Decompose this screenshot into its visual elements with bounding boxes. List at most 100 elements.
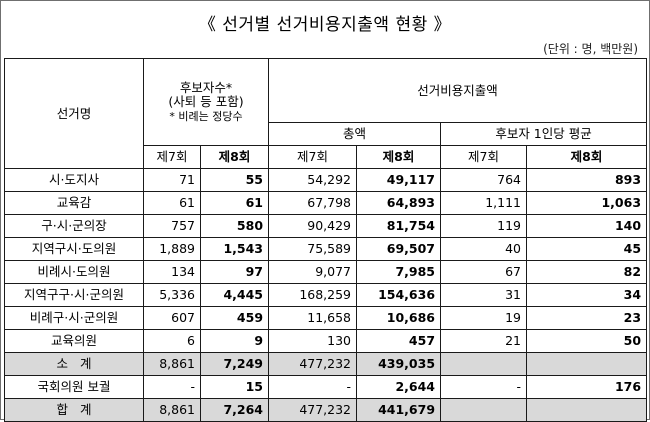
total-label: 합 계 [4, 398, 144, 422]
subtotal-row: 소 계 8,861 7,249 477,232 439,035 [4, 352, 648, 376]
page-title: 《 선거별 선거비용지출액 현황 》 [198, 15, 452, 35]
row-name: 지역구시·도의원 [4, 237, 144, 261]
cell-avg8: 45 [526, 237, 648, 261]
header-total-amount: 총액 [268, 122, 442, 146]
row-name: 구·시·군의장 [4, 214, 144, 238]
table-row: 비례구·시·군의원 607 459 11,658 10,686 19 23 [4, 306, 648, 330]
cell-avg7: 1,111 [440, 191, 528, 215]
cell-avg7: 31 [440, 283, 528, 307]
cell-cand8: 1,543 [199, 237, 270, 261]
unit-note: (단위 : 명, 백만원) [543, 42, 638, 56]
total-cand8: 7,264 [199, 398, 270, 422]
subtotal-tot8: 439,035 [356, 352, 442, 376]
table-row: 구·시·군의장 757 580 90,429 81,754 119 140 [4, 214, 648, 238]
byelection-avg7: - [440, 375, 528, 399]
header-total-round8: 제8회 [356, 145, 442, 169]
total-row: 합 계 8,861 7,264 477,232 441,679 [4, 398, 648, 422]
cell-cand8: 55 [199, 168, 270, 192]
subtotal-cand8: 7,249 [199, 352, 270, 376]
header-cand-round8: 제8회 [199, 145, 270, 169]
cell-avg8: 50 [526, 329, 648, 353]
cell-tot7: 130 [268, 329, 358, 353]
cell-avg7: 764 [440, 168, 528, 192]
cell-cand8: 580 [199, 214, 270, 238]
row-name: 지역구구·시·군의원 [4, 283, 144, 307]
header-row-rounds: 제7회 제8회 제7회 제8회 제7회 제8회 [5, 145, 648, 169]
cell-tot8: 154,636 [356, 283, 442, 307]
header-total-round7: 제7회 [268, 145, 358, 169]
header-avg-round8: 제8회 [526, 145, 648, 169]
cell-cand8: 61 [199, 191, 270, 215]
cell-cand7: 757 [143, 214, 201, 238]
cell-cand7: 61 [143, 191, 201, 215]
cell-avg7: 40 [440, 237, 528, 261]
cell-cand7: 607 [143, 306, 201, 330]
cell-avg7: 119 [440, 214, 528, 238]
cell-avg8: 82 [526, 260, 648, 284]
cell-cand8: 459 [199, 306, 270, 330]
cell-cand7: 71 [143, 168, 201, 192]
cell-tot8: 457 [356, 329, 442, 353]
byelection-row: 국회의원 보궐 - 15 - 2,644 - 176 [4, 375, 648, 399]
subtotal-label: 소 계 [4, 352, 144, 376]
cell-tot7: 9,077 [268, 260, 358, 284]
header-expenditure: 선거비용지출액 [268, 58, 648, 123]
byelection-cand7: - [143, 375, 201, 399]
byelection-label: 국회의원 보궐 [4, 375, 144, 399]
subtotal-cand7: 8,861 [143, 352, 201, 376]
cell-tot8: 69,507 [356, 237, 442, 261]
table-row: 시·도지사 71 55 54,292 49,117 764 893 [4, 168, 648, 192]
cell-avg7: 21 [440, 329, 528, 353]
total-tot7: 477,232 [268, 398, 358, 422]
cell-avg8: 34 [526, 283, 648, 307]
row-name: 교육감 [4, 191, 144, 215]
cell-tot7: 67,798 [268, 191, 358, 215]
cell-avg8: 1,063 [526, 191, 648, 215]
table-row: 교육감 61 61 67,798 64,893 1,111 1,063 [4, 191, 648, 215]
header-candidates-note: * 비례는 정당수 [169, 109, 243, 123]
table-row: 지역구시·도의원 1,889 1,543 75,589 69,507 40 45 [4, 237, 648, 261]
table-row: 지역구구·시·군의원 5,336 4,445 168,259 154,636 3… [4, 283, 648, 307]
cell-avg7: 19 [440, 306, 528, 330]
row-name: 비례구·시·군의원 [4, 306, 144, 330]
cell-avg8: 23 [526, 306, 648, 330]
header-candidates-line1: 후보자수* [179, 80, 233, 96]
expenditure-table: 선거명 후보자수* (사퇴 등 포함) * 비례는 정당수 선거비용지출액 총액… [4, 58, 648, 422]
cell-tot7: 168,259 [268, 283, 358, 307]
cell-tot7: 54,292 [268, 168, 358, 192]
row-name: 교육의원 [4, 329, 144, 353]
header-candidates-line2: (사퇴 등 포함) [168, 93, 244, 109]
byelection-tot7: - [268, 375, 358, 399]
header-election-name: 선거명 [4, 58, 144, 169]
cell-tot8: 10,686 [356, 306, 442, 330]
header-row-top: 선거명 후보자수* (사퇴 등 포함) * 비례는 정당수 선거비용지출액 [4, 58, 648, 169]
header-row-mid: 총액 후보자 1인당 평균 [5, 122, 648, 146]
cell-avg7: 67 [440, 260, 528, 284]
cell-tot7: 90,429 [268, 214, 358, 238]
header-candidates: 후보자수* (사퇴 등 포함) * 비례는 정당수 [142, 58, 270, 146]
cell-cand7: 5,336 [143, 283, 201, 307]
cell-cand7: 134 [143, 260, 201, 284]
byelection-cand8: 15 [199, 375, 270, 399]
cell-avg8: 893 [526, 168, 648, 192]
header-per-candidate-avg: 후보자 1인당 평균 [440, 122, 648, 146]
header-cand-round7: 제7회 [143, 145, 201, 169]
subtotal-avg7 [440, 352, 528, 376]
cell-tot8: 64,893 [356, 191, 442, 215]
cell-tot8: 7,985 [356, 260, 442, 284]
cell-avg8: 140 [526, 214, 648, 238]
row-name: 시·도지사 [4, 168, 144, 192]
header-avg-round7: 제7회 [440, 145, 528, 169]
byelection-tot8: 2,644 [356, 375, 442, 399]
total-avg8 [526, 398, 648, 422]
cell-tot7: 75,589 [268, 237, 358, 261]
cell-tot7: 11,658 [268, 306, 358, 330]
total-cand7: 8,861 [143, 398, 201, 422]
cell-cand8: 97 [199, 260, 270, 284]
subtotal-tot7: 477,232 [268, 352, 358, 376]
cell-cand8: 9 [199, 329, 270, 353]
cell-tot8: 49,117 [356, 168, 442, 192]
subtotal-avg8 [526, 352, 648, 376]
total-tot8: 441,679 [356, 398, 442, 422]
row-name: 비례시·도의원 [4, 260, 144, 284]
